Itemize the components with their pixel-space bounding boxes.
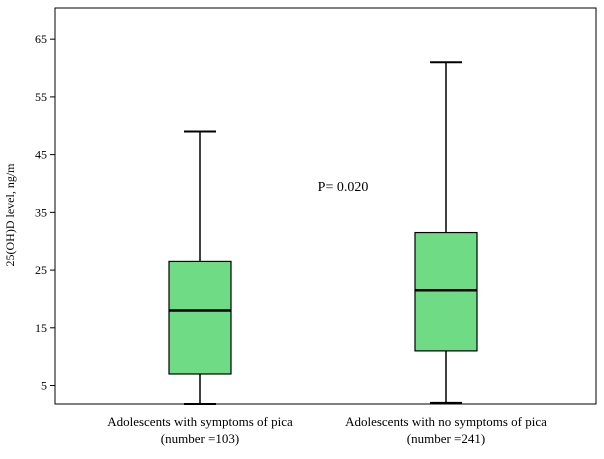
- boxes: [168, 61, 478, 405]
- plot-frame: [54, 7, 597, 405]
- iqr-box-1: [168, 260, 232, 375]
- box-2: [414, 61, 478, 404]
- y-tick-label-15: 15: [35, 321, 47, 335]
- x-category-sublabel-1: (number =103): [161, 431, 239, 446]
- p-value-annotation: P= 0.020: [318, 180, 369, 195]
- y-tick-label-65: 65: [35, 32, 47, 46]
- box-1: [168, 130, 232, 405]
- x-category-sublabel-2: (number =241): [407, 431, 485, 446]
- axes: 5 15 25 35 45 55 65 Adolescents with symptoms o…: [35, 7, 597, 446]
- iqr-box-2: [414, 231, 478, 352]
- y-tick-label-45: 45: [35, 148, 47, 162]
- y-tick-label-55: 55: [35, 90, 47, 104]
- y-tick-label-35: 35: [35, 205, 47, 219]
- y-tick-label-5: 5: [41, 379, 47, 393]
- y-axis-label: 25(OH)D level, ng/m: [3, 163, 17, 267]
- y-tick-label-25: 25: [35, 263, 47, 277]
- x-category-label-2: Adolescents with no symptoms of pica: [345, 414, 547, 429]
- x-category-label-1: Adolescents with symptoms of pica: [107, 414, 293, 429]
